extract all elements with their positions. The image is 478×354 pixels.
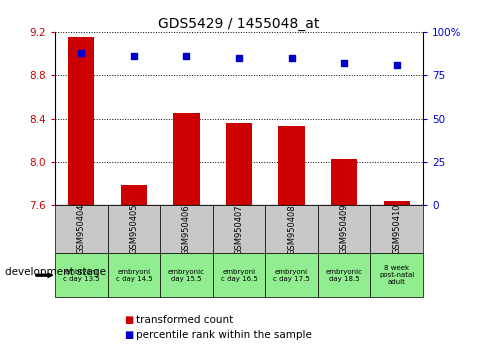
Point [183,53,190,59]
Text: embryonic
day 15.5: embryonic day 15.5 [168,269,205,282]
Bar [318,253,370,297]
Bar [160,205,213,253]
Point [288,55,295,61]
Bar [55,253,108,297]
Bar [68,37,95,354]
Point [340,60,348,66]
Text: GSM950404: GSM950404 [77,204,86,255]
Text: development stage: development stage [5,267,106,277]
Text: ■: ■ [124,330,134,339]
Bar [55,205,108,253]
Text: embryoni
c day 13.5: embryoni c day 13.5 [63,269,99,282]
Bar [160,253,213,297]
Title: GDS5429 / 1455048_at: GDS5429 / 1455048_at [158,17,320,31]
Bar [108,205,160,253]
Bar [278,126,305,354]
Text: embryoni
c day 14.5: embryoni c day 14.5 [116,269,152,282]
Text: GSM950408: GSM950408 [287,204,296,255]
Text: GSM950410: GSM950410 [392,204,401,255]
Point [235,55,243,61]
Text: transformed count: transformed count [136,315,233,325]
Bar [265,253,318,297]
Point [130,53,138,59]
Bar [226,123,252,354]
Text: embryonic
day 18.5: embryonic day 18.5 [326,269,363,282]
Bar [108,253,160,297]
Bar [318,205,370,253]
Bar [213,205,265,253]
Text: embryoni
c day 17.5: embryoni c day 17.5 [273,269,310,282]
Bar [120,185,147,354]
Text: percentile rank within the sample: percentile rank within the sample [136,330,312,339]
Text: GSM950407: GSM950407 [235,204,243,255]
Point [77,50,85,56]
Text: GSM950409: GSM950409 [340,204,348,255]
Bar [370,253,423,297]
Bar [331,159,358,354]
Text: GSM950406: GSM950406 [182,204,191,255]
Text: ■: ■ [124,315,134,325]
Bar [213,253,265,297]
Text: 8 week
post-natal
adult: 8 week post-natal adult [379,265,414,285]
Bar [265,205,318,253]
Bar [370,205,423,253]
Bar [174,113,200,354]
Text: GSM950405: GSM950405 [130,204,138,255]
Point [393,62,401,68]
Bar [383,201,410,354]
Text: embryoni
c day 16.5: embryoni c day 16.5 [221,269,257,282]
